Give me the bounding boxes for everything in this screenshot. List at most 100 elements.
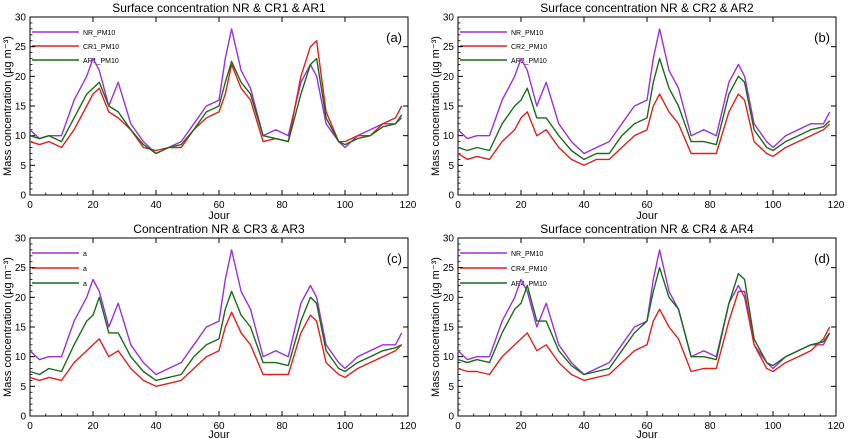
panel-title: Surface concentration NR & CR4 & AR4	[540, 222, 754, 236]
x-tick-label: 100	[337, 200, 354, 211]
panel-label: (b)	[814, 30, 830, 45]
x-tick-label: 40	[150, 421, 162, 432]
x-tick-label: 60	[213, 421, 225, 432]
series-line-ar	[29, 57, 403, 155]
panel-title: Surface concentration NR & CR2 & AR2	[540, 1, 754, 15]
y-tick-label: 20	[15, 72, 27, 83]
y-tick-label: 15	[15, 323, 27, 334]
y-tick-label: 20	[15, 293, 27, 304]
y-tick-label: 20	[443, 72, 455, 83]
panel-label: (a)	[386, 30, 402, 45]
x-tick-label: 100	[337, 421, 354, 432]
legend-label: AR1_PM10	[83, 58, 119, 65]
y-tick-label: 15	[443, 102, 455, 113]
y-tick-label: 30	[15, 234, 27, 245]
x-tick-label: 120	[828, 421, 845, 432]
y-tick-label: 15	[15, 102, 27, 113]
panel-c: Concentration NR & CR3 & AR3 (c) Jour Ma…	[2, 222, 417, 439]
y-tick-label: 10	[15, 131, 27, 142]
series-line-cr	[457, 290, 831, 382]
x-tick-label: 120	[400, 421, 417, 432]
y-axis-label: Mass concentration (µg m⁻³)	[2, 257, 14, 397]
legend: NR_PM10 CR2_PM10 AR2_PM10	[460, 30, 547, 65]
y-tick-label: 30	[443, 234, 455, 245]
panel-b: Surface concentration NR & CR2 & AR2 (b)…	[430, 1, 845, 222]
legend-label: CR2_PM10	[511, 44, 547, 51]
x-tick-label: 0	[455, 421, 461, 432]
x-tick-label: 100	[765, 200, 782, 211]
legend-label: CR4_PM10	[511, 266, 547, 273]
panel-d: Surface concentration NR & CR4 & AR4 (d)…	[430, 222, 845, 439]
legend: NR_PM10 CR1_PM10 AR1_PM10	[32, 30, 119, 65]
y-tick-label: 25	[443, 42, 455, 53]
legend-label: CR1_PM10	[83, 44, 119, 51]
x-tick-label: 120	[400, 200, 417, 211]
series-line-cr	[457, 93, 831, 167]
x-axis-label: Jour	[208, 210, 230, 222]
legend-label: a	[83, 266, 87, 273]
y-tick-label: 0	[20, 412, 26, 423]
y-tick-label: 10	[443, 131, 455, 142]
series-line-ar	[29, 290, 403, 382]
x-tick-label: 40	[578, 200, 590, 211]
y-tick-label: 25	[443, 263, 455, 274]
y-tick-label: 0	[448, 191, 454, 202]
series-line-ar	[457, 267, 831, 376]
x-tick-label: 100	[765, 421, 782, 432]
y-tick-label: 15	[443, 323, 455, 334]
legend: NR_PM10 CR4_PM10 AR4_PM10	[460, 251, 547, 288]
x-tick-label: 20	[515, 200, 527, 211]
y-tick-label: 20	[443, 293, 455, 304]
x-tick-label: 60	[641, 200, 653, 211]
x-tick-label: 40	[150, 200, 162, 211]
x-axis-label: Jour	[636, 210, 658, 222]
legend-label: NR_PM10	[511, 30, 543, 37]
x-tick-label: 0	[455, 200, 461, 211]
legend: a a a	[32, 251, 87, 288]
x-tick-label: 80	[704, 200, 716, 211]
x-tick-label: 60	[213, 200, 225, 211]
x-axis-label: Jour	[208, 429, 230, 439]
y-tick-label: 10	[15, 352, 27, 363]
panel-title: Concentration NR & CR3 & AR3	[133, 222, 305, 236]
legend-label: AR2_PM10	[511, 58, 547, 65]
y-axis-label: Mass concentration (µg m⁻³)	[430, 257, 442, 397]
series-line-cr	[29, 311, 403, 387]
y-tick-label: 5	[448, 382, 454, 393]
y-tick-label: 5	[20, 161, 26, 172]
x-tick-label: 80	[704, 421, 716, 432]
y-tick-label: 25	[15, 42, 27, 53]
x-tick-label: 0	[27, 421, 33, 432]
panel-a: Surface concentration NR & CR1 & AR1 (a)…	[2, 1, 417, 222]
x-tick-label: 40	[578, 421, 590, 432]
y-tick-label: 5	[20, 382, 26, 393]
x-tick-label: 80	[276, 200, 288, 211]
x-tick-label: 80	[276, 421, 288, 432]
panel-title: Surface concentration NR & CR1 & AR1	[112, 1, 326, 15]
y-axis-label: Mass concentration (µg m⁻³)	[430, 36, 442, 176]
x-tick-label: 20	[87, 421, 99, 432]
y-tick-label: 30	[15, 13, 27, 24]
y-tick-label: 30	[443, 13, 455, 24]
y-axis-label: Mass concentration (µg m⁻³)	[2, 36, 14, 176]
x-tick-label: 60	[641, 421, 653, 432]
panel-label: (d)	[814, 251, 830, 266]
legend-label: NR_PM10	[83, 30, 115, 37]
y-tick-label: 10	[443, 352, 455, 363]
x-tick-label: 20	[515, 421, 527, 432]
legend-label: a	[83, 251, 87, 258]
x-tick-label: 120	[828, 200, 845, 211]
legend-label: NR_PM10	[511, 251, 543, 258]
x-tick-label: 20	[87, 200, 99, 211]
series-line-nr	[29, 249, 403, 376]
legend-label: AR4_PM10	[511, 281, 547, 288]
x-tick-label: 0	[27, 200, 33, 211]
y-tick-label: 25	[15, 263, 27, 274]
y-tick-label: 0	[20, 191, 26, 202]
plot-frame	[29, 237, 409, 417]
x-axis-label: Jour	[636, 429, 658, 439]
legend-label: a	[83, 281, 87, 288]
y-tick-label: 5	[448, 161, 454, 172]
y-tick-label: 0	[448, 412, 454, 423]
